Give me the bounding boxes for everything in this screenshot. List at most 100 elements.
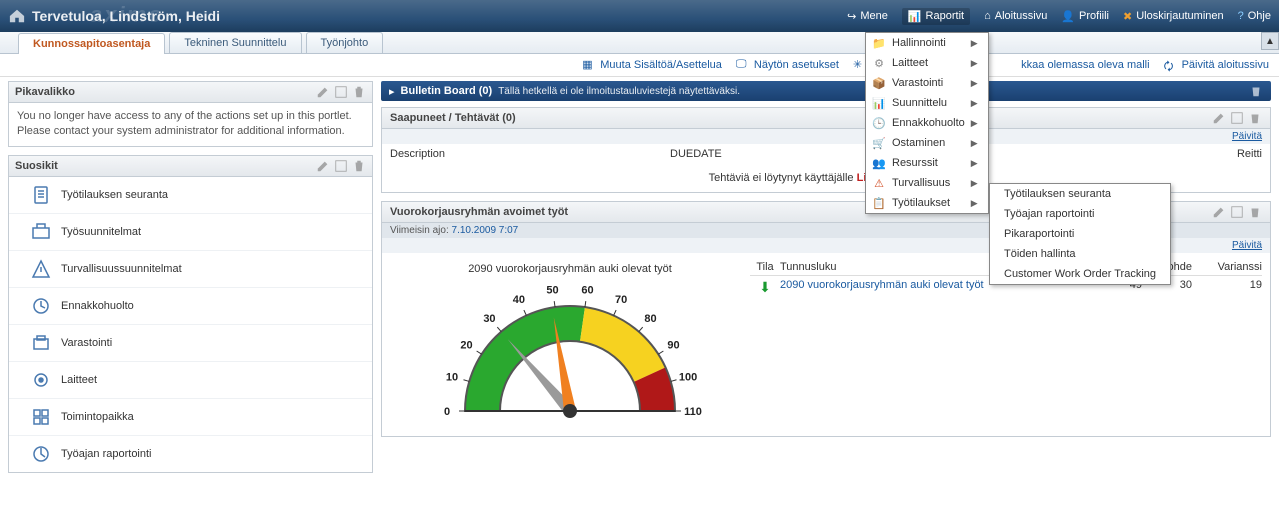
menu-item-icon: 📦 <box>872 76 886 90</box>
scroll-up-arrow[interactable]: ▲ <box>1261 32 1279 50</box>
tasks-hdr-icons <box>1212 111 1262 125</box>
logo-area: Tervetuloa, Lindström, Heidi <box>8 8 220 24</box>
submenu-item[interactable]: Pikaraportointi <box>990 224 1170 244</box>
favorite-item[interactable]: Laitteet <box>9 362 372 399</box>
bulletin-msg: Tällä hetkellä ei ole ilmoitustauluviest… <box>498 86 740 97</box>
edit-icon[interactable] <box>316 159 330 173</box>
menu-item-label: Työtilaukset <box>892 197 950 209</box>
col-duedate: DUEDATE <box>670 148 890 160</box>
favorite-item[interactable]: Työtilauksen seuranta <box>9 177 372 214</box>
svg-text:10: 10 <box>446 371 458 383</box>
favorite-item[interactable]: Työsuunnitelmat <box>9 214 372 251</box>
del-icon[interactable] <box>352 85 366 99</box>
nav-profiili[interactable]: 👤Profiili <box>1061 10 1109 23</box>
menu-item-icon: ⚠ <box>872 176 886 190</box>
menu-item-label: Turvallisuus <box>892 177 950 189</box>
menu-item[interactable]: 📊Suunnittelu▶ <box>866 93 988 113</box>
kpi-title: Vuorokorjausryhmän avoimet työt <box>390 206 568 218</box>
no-tasks-prefix: Tehtäviä ei löytynyt käyttäjälle <box>709 172 857 184</box>
menu-item-icon: 🛒 <box>872 136 886 150</box>
svg-text:60: 60 <box>581 284 593 296</box>
chevron-right-icon: ▶ <box>971 158 978 169</box>
status-down-icon: ⬇ <box>759 279 771 296</box>
nav-raportit[interactable]: 📊Raportit <box>902 8 970 25</box>
menu-item[interactable]: ⚙Laitteet▶ <box>866 53 988 73</box>
submenu-item[interactable]: Työtilauksen seuranta <box>990 184 1170 204</box>
nav-ohje[interactable]: ?Ohje <box>1238 10 1271 22</box>
kpi-row-link[interactable]: 2090 vuorokorjausryhmän auki olevat työt <box>780 279 984 291</box>
edit-icon[interactable] <box>1212 111 1226 125</box>
portlet-icons <box>316 85 366 99</box>
tasks-table-header: Description DUEDATE Reitti <box>382 144 1270 164</box>
bulletin-title: Bulletin Board (0) <box>401 85 493 97</box>
menu-item-label: Ostaminen <box>892 137 945 149</box>
chevron-right-icon: ▶ <box>971 58 978 69</box>
chevron-right-icon: ▶ <box>971 138 978 149</box>
menu-item-icon: 📊 <box>872 96 886 110</box>
main-area: Pikavalikko You no longer have access to… <box>0 77 1279 501</box>
submenu-item[interactable]: Töiden hallinta <box>990 244 1170 264</box>
nav-mene[interactable]: ↪Mene <box>847 10 888 23</box>
tab-kunnossapito[interactable]: Kunnossapitoasentaja <box>18 33 165 54</box>
reports-dropdown: 📁Hallinnointi▶⚙Laitteet▶📦Varastointi▶📊Su… <box>865 32 989 214</box>
svg-text:0: 0 <box>444 406 450 418</box>
favorite-item[interactable]: Työajan raportointi <box>9 436 372 472</box>
favorite-item[interactable]: Turvallisuussuunnitelmat <box>9 251 372 288</box>
svg-text:40: 40 <box>513 294 525 306</box>
top-nav: ↪Mene 📊Raportit ⌂Aloitussivu 👤Profiili ✖… <box>847 8 1271 25</box>
portlet-suosikit: Suosikit Työtilauksen seurantaTyösuunnit… <box>8 155 373 473</box>
tab-tekninen[interactable]: Tekninen Suunnittelu <box>169 32 301 53</box>
menu-item[interactable]: ⚠ Turvallisuus ▶ <box>866 173 988 193</box>
del-icon[interactable] <box>352 159 366 173</box>
link-muokkaa-malli[interactable]: kkaa olemassa oleva malli <box>1021 58 1149 72</box>
min-icon[interactable] <box>334 159 348 173</box>
menu-item[interactable]: 👥Resurssit▶ <box>866 153 988 173</box>
menu-item-label: Hallinnointi <box>892 37 946 49</box>
nav-uloskirj[interactable]: ✖Uloskirjautuminen <box>1123 10 1224 23</box>
nav-aloitussivu[interactable]: ⌂Aloitussivu <box>984 10 1047 22</box>
menu-item[interactable]: 📦Varastointi▶ <box>866 73 988 93</box>
kpi-hdr-icons <box>1212 205 1262 219</box>
favorite-item[interactable]: Ennakkohuolto <box>9 288 372 325</box>
favorite-item[interactable]: Toimintopaikka <box>9 399 372 436</box>
submenu-item[interactable]: Customer Work Order Tracking <box>990 264 1170 284</box>
menu-item[interactable]: 🛒 Ostaminen ▶ <box>866 133 988 153</box>
min-icon[interactable] <box>334 85 348 99</box>
favorite-label: Työtilauksen seuranta <box>61 189 168 201</box>
link-nayton-asetukset[interactable]: 🖵Näytön asetukset <box>736 58 839 72</box>
submenu-item[interactable]: Työajan raportointi <box>990 204 1170 224</box>
chevron-right-icon: ▶ <box>971 178 978 189</box>
favorite-icon <box>31 444 51 464</box>
link-muuta-sisaltoa[interactable]: ▦Muuta Sisältöä/Asettelua <box>582 58 722 72</box>
tasks-refresh-link[interactable]: Päivitä <box>1232 131 1262 142</box>
edit-icon[interactable] <box>316 85 330 99</box>
favorite-label: Ennakkohuolto <box>61 300 134 312</box>
role-tabs: Kunnossapitoasentaja Tekninen Suunnittel… <box>0 32 1279 54</box>
home-nav-icon: ⌂ <box>984 10 991 22</box>
col-route: Reitti <box>1237 148 1262 160</box>
menu-item[interactable]: 📁Hallinnointi▶ <box>866 33 988 53</box>
menu-item-icon: 📁 <box>872 36 886 50</box>
tab-tyonjohto[interactable]: Työnjohto <box>306 32 384 53</box>
del-icon[interactable] <box>1248 205 1262 219</box>
svg-text:100: 100 <box>679 371 697 383</box>
menu-item-icon: 📋 <box>872 196 886 210</box>
menu-item-label: Suunnittelu <box>892 97 947 109</box>
del-icon[interactable] <box>1248 111 1262 125</box>
menu-item[interactable]: 🕒Ennakkohuolto▶ <box>866 113 988 133</box>
menu-item-label: Varastointi <box>892 77 943 89</box>
edit-icon[interactable] <box>1212 205 1226 219</box>
bulletin-close-icon[interactable] <box>1249 84 1263 98</box>
menu-item-icon: 👥 <box>872 156 886 170</box>
favorite-label: Laitteet <box>61 374 97 386</box>
kpi-refresh-link[interactable]: Päivitä <box>1232 240 1262 251</box>
pikavalikko-note: You no longer have access to any of the … <box>17 109 364 140</box>
bulletin-toggle-icon[interactable]: ▸ <box>389 85 395 98</box>
min-icon[interactable] <box>1230 205 1244 219</box>
min-icon[interactable] <box>1230 111 1244 125</box>
gauge-panel: 2090 vuorokorjausryhmän auki olevat työt… <box>390 259 750 424</box>
link-paivita-aloitus[interactable]: 🗘Päivitä aloitussivu <box>1164 58 1269 72</box>
favorite-label: Turvallisuussuunnitelmat <box>61 263 182 275</box>
favorite-item[interactable]: Varastointi <box>9 325 372 362</box>
menu-item[interactable]: 📋Työtilaukset▶ <box>866 193 988 213</box>
